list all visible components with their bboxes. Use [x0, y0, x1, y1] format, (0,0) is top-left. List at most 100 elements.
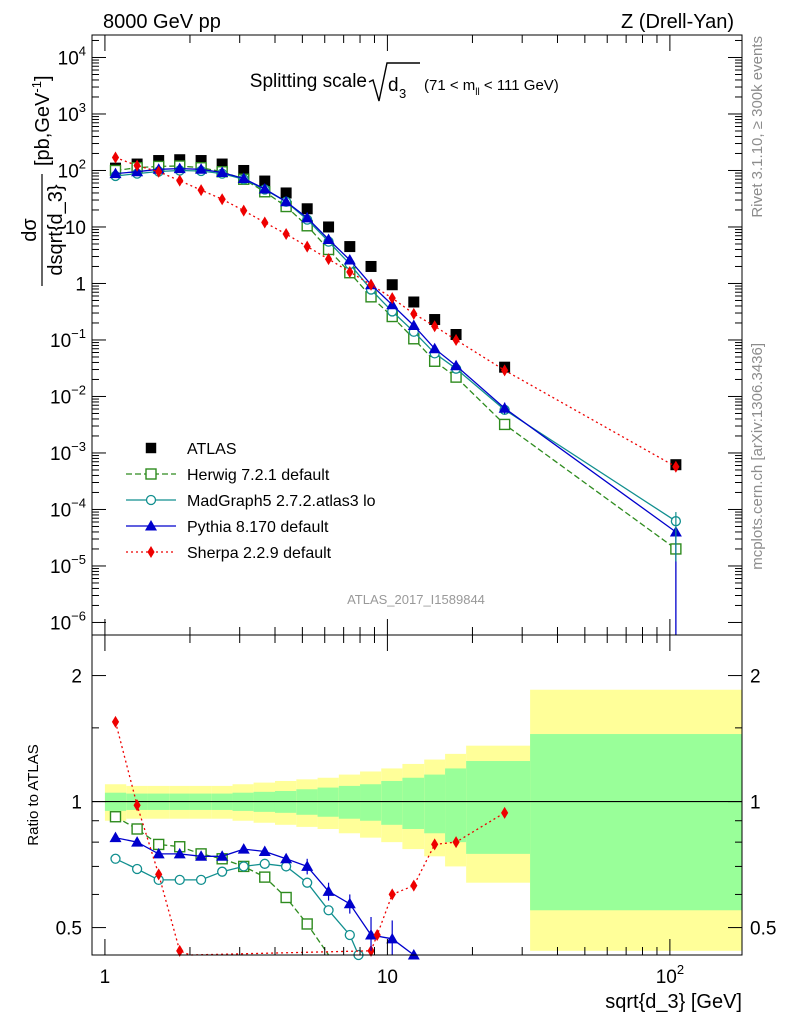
sherpa-point — [431, 838, 439, 851]
sherpa-point — [410, 307, 418, 320]
pythia-point — [173, 847, 186, 859]
legend-label: Herwig 7.2.1 default — [187, 467, 330, 484]
atlas-point — [153, 155, 165, 167]
ratio-sherpa-series — [111, 715, 509, 957]
ratio-herwig-line — [115, 816, 330, 956]
mcplots-label: mcplots.cern.ch [arXiv:1306.3436] — [749, 343, 766, 570]
ylabel-numerator: dσ — [19, 218, 41, 242]
y-tick-label: 10−2 — [50, 382, 86, 408]
sherpa-point — [452, 836, 460, 849]
herwig-point — [280, 891, 292, 904]
plot-title: Splitting scale d 3 (71 < mll < 111 GeV) — [250, 62, 559, 102]
sherpa-point — [111, 715, 120, 728]
sqrt-sign-icon — [368, 62, 420, 102]
y-tick-label: 103 — [58, 100, 86, 126]
atlas-point — [344, 241, 356, 253]
atlas-point — [323, 221, 335, 233]
title-symbol: d — [388, 75, 399, 96]
sherpa-point — [501, 806, 509, 819]
pythia-point — [131, 836, 144, 847]
madgraph-point — [323, 905, 334, 916]
sherpa-point — [324, 253, 333, 266]
ratio-y-axis-label: Ratio to ATLAS — [25, 744, 42, 845]
pythia-point — [237, 843, 250, 854]
uncertainty-band-inner — [466, 761, 531, 854]
atlas-point — [280, 187, 292, 199]
atlas-point — [216, 158, 228, 170]
ratio-y-tick-label: 1 — [71, 793, 82, 814]
legend-entry-sherpa: Sherpa 2.2.9 default — [126, 545, 332, 562]
header-energy: 8000 GeV pp — [103, 11, 221, 33]
analysis-watermark: ATLAS_2017_I1589844 — [347, 592, 485, 607]
sherpa-point — [197, 184, 205, 197]
sherpa-point — [672, 460, 680, 473]
pythia-point — [280, 195, 293, 207]
atlas-point — [365, 260, 377, 272]
header-process: Z (Drell-Yan) — [621, 11, 734, 33]
madgraph-point — [259, 858, 270, 869]
sherpa-point — [367, 278, 375, 291]
sherpa-point — [452, 333, 460, 346]
legend-label: Pythia 8.170 default — [187, 519, 329, 536]
title-symbol-sub: 3 — [399, 86, 406, 101]
atlas-point — [259, 175, 271, 187]
madgraph-point — [131, 863, 143, 875]
y-tick-label: 102 — [58, 156, 86, 182]
uncertainty-band-inner — [445, 768, 467, 843]
sherpa-point — [261, 216, 269, 229]
madgraph-point — [174, 874, 185, 886]
atlas-point — [301, 203, 313, 215]
y-tick-label: 10−3 — [50, 439, 86, 465]
pythia-point — [109, 831, 122, 843]
sherpa-point — [410, 879, 418, 892]
atlas-point — [145, 442, 157, 454]
herwig-point — [301, 918, 313, 930]
sherpa-point — [147, 546, 155, 558]
herwig-point — [145, 468, 157, 480]
rivet-label: Rivet 3.1.10, ≥ 300k events — [749, 36, 766, 218]
y-tick-label: 10−1 — [50, 326, 86, 352]
x-tick-label: 102 — [656, 962, 684, 988]
y-tick-label: 10−6 — [50, 608, 86, 634]
sherpa-point — [240, 204, 248, 217]
x-tick-label: 1 — [100, 967, 111, 988]
sherpa-point — [431, 320, 439, 333]
ratio-sherpa-line — [114, 721, 505, 956]
uncertainty-band-inner — [360, 784, 382, 821]
madgraph-point — [238, 861, 249, 872]
pythia-point — [407, 949, 420, 960]
ylabel-denominator: dsqrt{d_3} — [45, 184, 67, 276]
main-sherpa-series — [111, 151, 680, 473]
herwig-point — [131, 823, 143, 835]
atlas-point — [429, 314, 441, 326]
sherpa-point — [346, 265, 354, 278]
y-tick-label: 10−4 — [50, 495, 86, 521]
madgraph-point — [216, 866, 228, 877]
madgraph-point — [302, 877, 313, 888]
pythia-point — [173, 162, 186, 174]
y-tick-label: 10 — [65, 218, 86, 239]
pythia-point — [343, 254, 356, 265]
x-tick-label: 10 — [377, 967, 398, 988]
uncertainty-band-inner — [402, 777, 425, 829]
atlas-point — [195, 155, 207, 167]
ylabel-unit: [pb,GeV-1] — [29, 75, 54, 166]
uncertainty-band-inner — [530, 734, 742, 911]
pythia-point — [450, 359, 463, 371]
ratio-y-tick-label: 2 — [71, 667, 82, 688]
sherpa-point — [303, 240, 311, 253]
sherpa-point — [176, 944, 184, 957]
pythia-point — [322, 233, 335, 245]
main-y-axis-label: dσ dsqrt{d_3} [pb,GeV-1] — [19, 75, 67, 286]
x-axis-label: sqrt{d_3} [GeV] — [605, 991, 742, 1013]
herwig-point — [498, 418, 511, 431]
ratio-y-tick-label-right: 1 — [750, 793, 761, 814]
sherpa-point — [155, 165, 163, 178]
uncertainty-band-inner — [424, 774, 446, 834]
sherpa-point — [111, 151, 120, 164]
sherpa-point — [133, 159, 141, 172]
atlas-point — [174, 154, 186, 166]
legend-label: ATLAS — [187, 441, 237, 458]
sherpa-point — [501, 364, 509, 377]
